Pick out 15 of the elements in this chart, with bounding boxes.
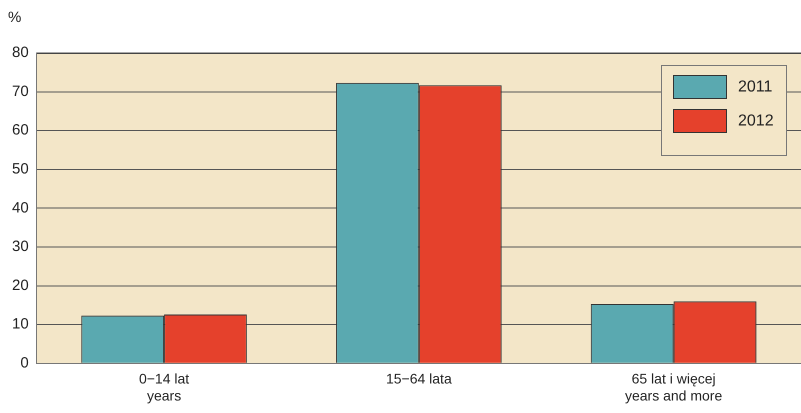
y-axis-title: %: [8, 9, 22, 26]
x-tick-label: 15−64 lata: [386, 370, 452, 387]
y-tick-label: 50: [12, 160, 29, 178]
x-tick-label: 65 lat i więcej years and more: [624, 370, 722, 404]
y-tick-label: 80: [12, 44, 29, 62]
legend-label: 2011: [738, 78, 773, 96]
x-tick-label: 0−14 lat years: [138, 370, 190, 404]
y-tick-label: 20: [12, 276, 29, 294]
y-tick-label: 30: [12, 238, 29, 256]
y-tick-label: 70: [12, 82, 29, 100]
y-tick-label: 60: [12, 122, 29, 139]
legend-label: 2012: [738, 112, 774, 130]
y-tick-label: 40: [12, 199, 29, 216]
y-tick-label: 0: [20, 354, 29, 372]
y-tick-label: 10: [12, 316, 29, 333]
